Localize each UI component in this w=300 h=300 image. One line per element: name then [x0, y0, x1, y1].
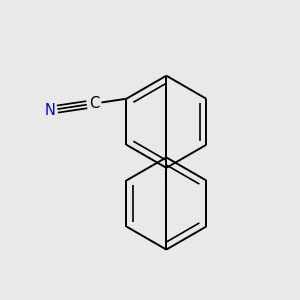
- Text: C: C: [89, 96, 99, 111]
- Text: N: N: [45, 103, 56, 118]
